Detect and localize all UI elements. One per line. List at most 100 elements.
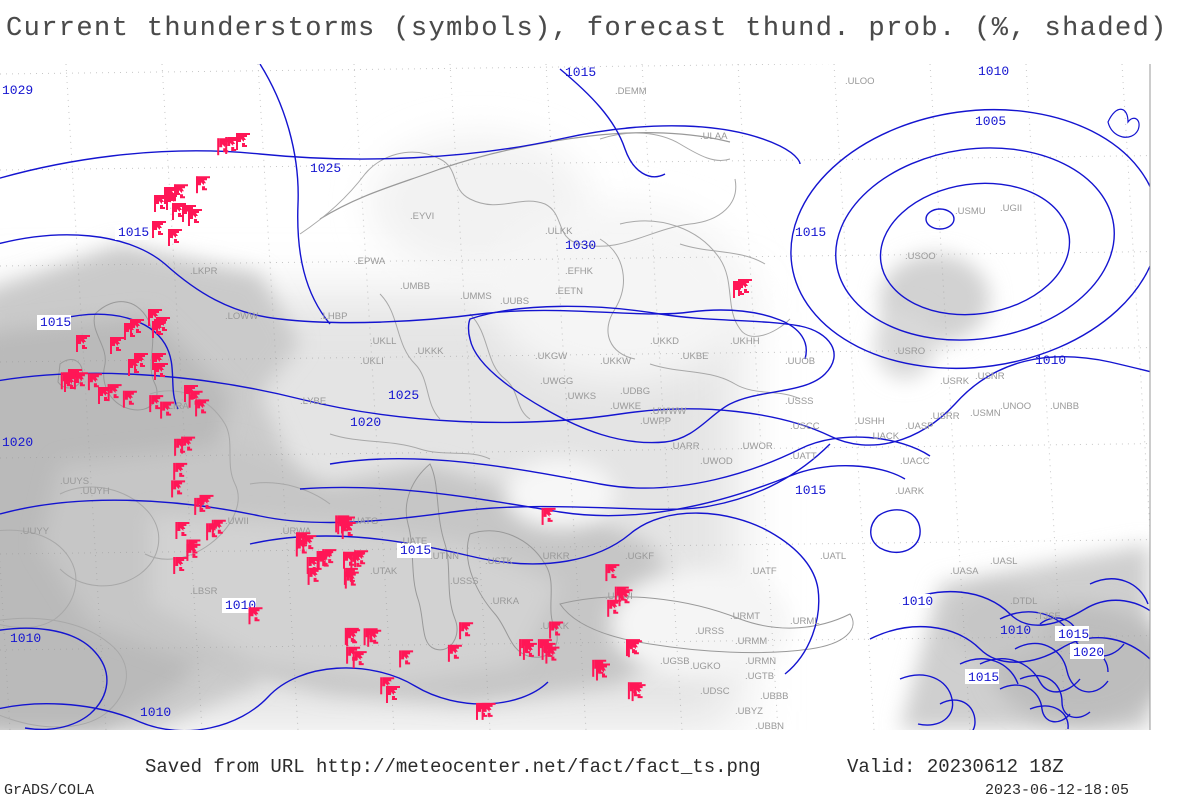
svg-text:.USRR: .USRR bbox=[930, 411, 960, 422]
svg-text:1010: 1010 bbox=[902, 594, 933, 609]
svg-text:1020: 1020 bbox=[350, 415, 381, 430]
svg-text:.URMN: .URMN bbox=[745, 656, 776, 667]
svg-text:.UGTB: .UGTB bbox=[745, 671, 774, 682]
svg-text:.UASL: .UASL bbox=[990, 556, 1017, 567]
svg-text:1025: 1025 bbox=[388, 388, 419, 403]
svg-text:1005: 1005 bbox=[975, 114, 1006, 129]
svg-text:.UUYY: .UUYY bbox=[20, 526, 50, 537]
svg-text:.UKGW: .UKGW bbox=[535, 351, 567, 362]
svg-text:.DTDL: .DTDL bbox=[1010, 596, 1037, 607]
svg-text:.UATF: .UATF bbox=[750, 566, 777, 577]
svg-text:.EYVI: .EYVI bbox=[410, 211, 434, 222]
svg-text:1015: 1015 bbox=[968, 670, 999, 685]
svg-text:.UGII: .UGII bbox=[1000, 203, 1022, 214]
svg-text:.EPWA: .EPWA bbox=[355, 256, 386, 267]
svg-text:1010: 1010 bbox=[1000, 623, 1031, 638]
svg-text:.UASP: .UASP bbox=[905, 421, 934, 432]
svg-text:.UTNN: .UTNN bbox=[430, 551, 459, 562]
svg-text:1020: 1020 bbox=[2, 435, 33, 450]
svg-text:.UKLL: .UKLL bbox=[370, 336, 396, 347]
svg-text:.UWPP: .UWPP bbox=[640, 416, 671, 427]
svg-text:.UASA: .UASA bbox=[950, 566, 979, 577]
svg-text:.USSS: .USSS bbox=[785, 396, 814, 407]
svg-text:.UGKF: .UGKF bbox=[625, 551, 654, 562]
svg-text:.UWOR: .UWOR bbox=[740, 441, 773, 452]
svg-text:.ULAA: .ULAA bbox=[700, 131, 728, 142]
svg-text:.USTK: .USTK bbox=[485, 556, 514, 567]
svg-text:.LHBP: .LHBP bbox=[320, 311, 347, 322]
svg-text:1015: 1015 bbox=[40, 315, 71, 330]
svg-text:.ULOO: .ULOO bbox=[845, 76, 875, 87]
svg-text:.UKHH: .UKHH bbox=[730, 336, 760, 347]
svg-text:1015: 1015 bbox=[565, 65, 596, 80]
svg-text:.URMT: .URMT bbox=[730, 611, 760, 622]
svg-text:.USSS: .USSS bbox=[450, 576, 479, 587]
svg-text:1010: 1010 bbox=[978, 64, 1009, 79]
svg-text:.UUYS: .UUYS bbox=[60, 476, 89, 487]
svg-text:.UARR: .UARR bbox=[670, 441, 700, 452]
svg-text:.UBBN: .UBBN bbox=[755, 721, 784, 730]
svg-text:.USCC: .USCC bbox=[790, 421, 820, 432]
svg-text:.UNBB: .UNBB bbox=[1050, 401, 1079, 412]
svg-text:.USMU: .USMU bbox=[955, 206, 986, 217]
svg-text:.URSS: .URSS bbox=[695, 626, 724, 637]
svg-text:1015: 1015 bbox=[795, 225, 826, 240]
svg-text:.UWII: .UWII bbox=[225, 516, 249, 527]
svg-text:.UBYZ: .UBYZ bbox=[735, 706, 763, 717]
svg-text:.USMN: .USMN bbox=[970, 408, 1001, 419]
svg-text:.USHH: .USHH bbox=[855, 416, 885, 427]
svg-text:.UWGG: .UWGG bbox=[540, 376, 573, 387]
svg-text:.URMM: .URMM bbox=[735, 636, 767, 647]
svg-text:.UWOD: .UWOD bbox=[700, 456, 733, 467]
svg-text:.URKR: .URKR bbox=[540, 551, 570, 562]
svg-text:.UGSB: .UGSB bbox=[660, 656, 690, 667]
svg-text:.EETN: .EETN bbox=[555, 286, 583, 297]
svg-text:.USRK: .USRK bbox=[940, 376, 970, 387]
svg-text:.UNOO: .UNOO bbox=[1000, 401, 1031, 412]
svg-text:.UKBE: .UKBE bbox=[680, 351, 709, 362]
svg-text:.UUBS: .UUBS bbox=[500, 296, 529, 307]
svg-text:.UKKK: .UKKK bbox=[415, 346, 444, 357]
svg-text:.UACK: .UACK bbox=[870, 431, 900, 442]
svg-text:1015: 1015 bbox=[118, 225, 149, 240]
svg-text:1015: 1015 bbox=[795, 483, 826, 498]
svg-text:.USRO: .USRO bbox=[895, 346, 925, 357]
svg-text:.UBBB: .UBBB bbox=[760, 691, 789, 702]
svg-text:.UDSC: .UDSC bbox=[700, 686, 730, 697]
svg-text:.USOO: .USOO bbox=[905, 251, 936, 262]
svg-text:.UKKW: .UKKW bbox=[600, 356, 631, 367]
svg-text:.EFHK: .EFHK bbox=[565, 266, 594, 277]
svg-text:1020: 1020 bbox=[1073, 645, 1104, 660]
svg-text:.UARK: .UARK bbox=[895, 486, 925, 497]
svg-text:.URML: .URML bbox=[790, 616, 820, 627]
svg-text:.LOWW: .LOWW bbox=[225, 311, 258, 322]
svg-text:.UMMS: .UMMS bbox=[460, 291, 492, 302]
svg-text:.TJSF: .TJSF bbox=[1035, 611, 1061, 622]
svg-text:.LKPR: .LKPR bbox=[190, 266, 218, 277]
svg-text:.LBSR: .LBSR bbox=[190, 586, 218, 597]
svg-text:.UKKD: .UKKD bbox=[650, 336, 679, 347]
svg-text:.UTAK: .UTAK bbox=[370, 566, 398, 577]
svg-text:.URKA: .URKA bbox=[490, 596, 520, 607]
svg-text:.UKLI: .UKLI bbox=[360, 356, 384, 367]
svg-text:1010: 1010 bbox=[10, 631, 41, 646]
svg-text:.ULKK: .ULKK bbox=[545, 226, 573, 237]
svg-text:1010: 1010 bbox=[140, 705, 171, 720]
svg-text:.UDBG: .UDBG bbox=[620, 386, 650, 397]
svg-text:.UGKO: .UGKO bbox=[690, 661, 721, 672]
svg-text:.UUOB: .UUOB bbox=[785, 356, 815, 367]
svg-text:.UMBB: .UMBB bbox=[400, 281, 430, 292]
svg-text:1010: 1010 bbox=[1035, 353, 1066, 368]
svg-text:.UACC: .UACC bbox=[900, 456, 930, 467]
svg-text:1029: 1029 bbox=[2, 83, 33, 98]
svg-text:1030: 1030 bbox=[565, 238, 596, 253]
svg-text:.UWKS: .UWKS bbox=[565, 391, 596, 402]
svg-text:1025: 1025 bbox=[310, 161, 341, 176]
svg-text:.USNR: .USNR bbox=[975, 371, 1005, 382]
svg-text:.DEMM: .DEMM bbox=[615, 86, 647, 97]
svg-text:.UWKE: .UWKE bbox=[610, 401, 641, 412]
svg-text:.UATT: .UATT bbox=[790, 451, 817, 462]
svg-text:.UATE: .UATE bbox=[400, 536, 427, 547]
svg-text:.UATL: .UATL bbox=[820, 551, 846, 562]
svg-text:.LYBE: .LYBE bbox=[300, 396, 326, 407]
